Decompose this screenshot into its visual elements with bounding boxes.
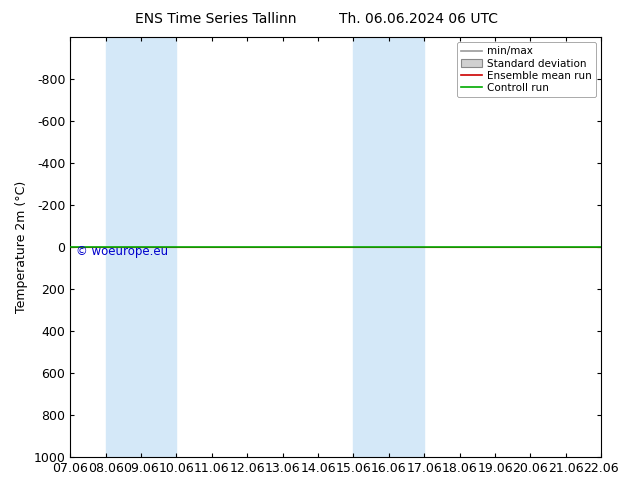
Y-axis label: Temperature 2m (°C): Temperature 2m (°C) — [15, 181, 28, 313]
Legend: min/max, Standard deviation, Ensemble mean run, Controll run: min/max, Standard deviation, Ensemble me… — [457, 42, 596, 97]
Text: ENS Time Series Tallinn: ENS Time Series Tallinn — [135, 12, 296, 26]
Bar — [353, 37, 424, 457]
Bar — [106, 37, 176, 457]
Text: Th. 06.06.2024 06 UTC: Th. 06.06.2024 06 UTC — [339, 12, 498, 26]
Text: © woeurope.eu: © woeurope.eu — [75, 245, 168, 258]
